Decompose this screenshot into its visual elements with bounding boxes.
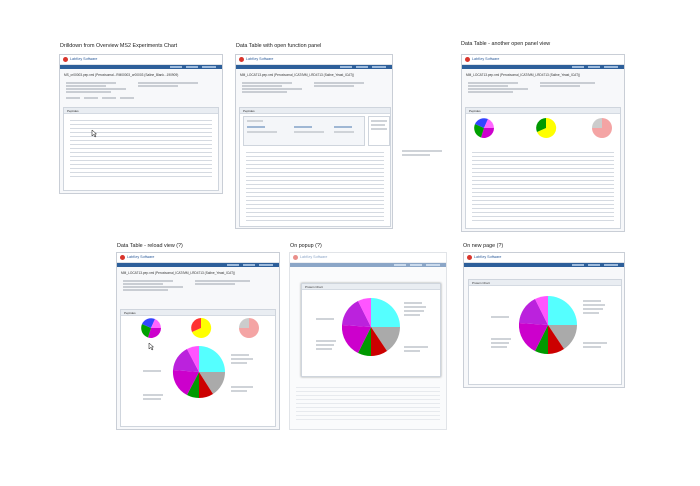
caption-another-panel-view: Data Table - another open panel view (461, 41, 551, 47)
app-header: LabKey Software (236, 55, 392, 65)
brand-name: LabKey Software (246, 56, 274, 61)
large-pie-chart[interactable] (172, 346, 226, 399)
mini-pie-chart-1[interactable] (474, 118, 494, 138)
caption-popup: On popup (?) (290, 243, 322, 249)
nav-bar (462, 65, 624, 69)
panel-title: Protein Chart (472, 280, 490, 285)
peptides-panel: Peptides (465, 107, 621, 229)
labkey-logo-icon (465, 57, 470, 62)
app-header: LabKey Software (464, 253, 624, 263)
mini-pie-chart-1[interactable] (141, 318, 161, 338)
function-list[interactable] (368, 116, 390, 146)
panel-title: Peptides (67, 108, 79, 113)
app-header: LabKey Software (462, 55, 624, 65)
function-panel[interactable] (243, 116, 365, 146)
run-title: MM_LOCAT13.pep.xml (Peroxisomal_ICAT/MM_… (240, 73, 355, 77)
protein-chart-panel: Protein Chart (468, 279, 622, 385)
caption-new-page: On new page (?) (463, 243, 504, 249)
mini-pie-chart-2[interactable] (191, 317, 212, 338)
brand-name: LabKey Software (127, 254, 155, 259)
nav-bar (290, 263, 446, 267)
labkey-logo-icon (293, 255, 298, 260)
screenshot-thumbnail-reload-view[interactable]: LabKey Software MM_LOCAT13.pep.xml (Pero… (116, 252, 280, 430)
brand-name: LabKey Software (474, 254, 502, 259)
caption-drilldown: Drilldown from Overview MS2 Experiments … (60, 43, 178, 49)
app-header: LabKey Software (60, 55, 222, 65)
panel-title: Peptides (243, 108, 255, 113)
popup-dialog[interactable]: Protein Chart (301, 283, 441, 377)
screenshot-thumbnail-drilldown[interactable]: LabKey Software MS_cr00003.pep.xml (Pero… (59, 54, 223, 194)
panel-title: Peptides (124, 310, 136, 315)
labkey-logo-icon (63, 57, 68, 62)
labkey-logo-icon (239, 57, 244, 62)
screenshot-thumbnail-new-page[interactable]: LabKey Software Protein Chart (463, 252, 625, 388)
peptides-panel: Peptides (239, 107, 391, 227)
nav-bar (464, 263, 624, 267)
popup-title: Protein Chart (305, 284, 323, 289)
large-pie-chart[interactable] (518, 295, 577, 355)
caption-reload-view: Data Table - reload view (?) (117, 243, 183, 249)
mouse-cursor-icon (148, 342, 155, 351)
caption-open-function-panel: Data Table with open function panel (236, 43, 322, 49)
large-pie-chart[interactable] (341, 297, 400, 357)
run-title: MM_LOCAT13.pep.xml (Peroxisomal_ICAT/MM_… (121, 271, 236, 275)
app-header: LabKey Software (117, 253, 279, 263)
nav-bar (60, 65, 222, 69)
mouse-cursor-icon (91, 129, 98, 138)
mini-pie-chart-3[interactable] (592, 118, 612, 138)
peptides-panel: Peptides (120, 309, 276, 427)
mini-pie-chart-3[interactable] (239, 318, 259, 338)
peptides-panel: Peptides (63, 107, 219, 191)
screenshot-thumbnail-another-panel[interactable]: LabKey Software MM_LOCAT13.pep.xml (Pero… (461, 54, 625, 232)
nav-bar (236, 65, 392, 69)
labkey-logo-icon (467, 255, 472, 260)
panel-title: Peptides (469, 108, 481, 113)
screenshot-thumbnail-open-function-panel[interactable]: LabKey Software MM_LOCAT13.pep.xml (Pero… (235, 54, 393, 229)
run-title: MM_LOCAT13.pep.xml (Peroxisomal_ICAT/MM_… (466, 73, 581, 77)
brand-name: LabKey Software (300, 254, 328, 259)
run-title: MS_cr00003.pep.xml (Peroxisomal...RM0000… (64, 73, 179, 77)
nav-bar (117, 263, 279, 267)
labkey-logo-icon (120, 255, 125, 260)
mini-pie-chart-2[interactable] (536, 117, 557, 138)
brand-name: LabKey Software (472, 56, 500, 61)
brand-name: LabKey Software (70, 56, 98, 61)
app-header: LabKey Software (290, 253, 446, 263)
